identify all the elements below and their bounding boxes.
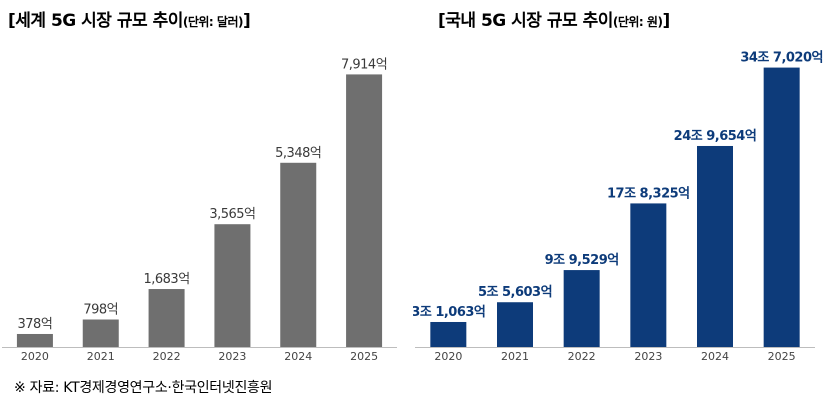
korea-data-label-2025: 34조 7,020억 (740, 51, 823, 66)
korea-data-label-2020: 3조 1,063억 (413, 305, 485, 320)
korea-bar-2025 (763, 67, 800, 347)
korea-tick-label-2022: 2022 (568, 350, 596, 363)
korea-bar-2020 (430, 321, 467, 347)
chart-title-korea: [국내 5G 시장 규모 추이(단위: 원)] (438, 6, 670, 31)
world-data-label-2022: 1,683억 (143, 272, 189, 287)
chart-title-korea-text: [국내 5G 시장 규모 추이 (438, 11, 613, 31)
world-data-label-2025: 7,914억 (341, 57, 387, 72)
source-note: ※ 자료: KT경제경영연구소·한국인터넷진흥원 (14, 380, 273, 396)
world-5g-market-chart: 378억 2020 798억 2021 1,683억 2022 3,565억 2023 5,34… (2, 57, 397, 363)
world-tick-label-2023: 2023 (218, 350, 246, 363)
chart-title-world-close: ] (242, 11, 251, 31)
world-bar-2020 (16, 333, 53, 347)
world-data-label-2021: 798억 (83, 303, 118, 318)
korea-data-label-2021: 5조 5,603억 (478, 285, 552, 300)
world-bar-2025 (346, 74, 383, 347)
korea-tick-label-2021: 2021 (501, 350, 529, 363)
world-tick-label-2020: 2020 (21, 350, 49, 363)
world-bar-2022 (148, 289, 185, 347)
world-tick-label-2024: 2024 (284, 350, 312, 363)
world-tick-label-2025: 2025 (350, 350, 378, 363)
world-bar-2024 (280, 162, 317, 347)
korea-bar-2021 (497, 302, 533, 347)
korea-data-label-2022: 9조 9,529억 (545, 253, 619, 268)
chart-unit-world: (단위: 달러) (182, 15, 244, 29)
world-data-label-2020: 378억 (18, 317, 53, 332)
world-tick-label-2022: 2022 (153, 350, 181, 363)
korea-data-label-2024: 24조 9,654억 (674, 129, 757, 144)
korea-5g-market-chart: 3조 1,063억 2020 5조 5,603억 2021 9조 9,529억 2022 1… (413, 51, 824, 363)
chart-unit-korea: (단위: 원) (612, 15, 663, 29)
korea-tick-label-2025: 2025 (768, 350, 796, 363)
chart-title-world-text: [세계 5G 시장 규모 추이 (8, 11, 183, 31)
korea-bar-2024 (697, 145, 733, 347)
world-data-label-2023: 3,565억 (209, 207, 255, 222)
korea-tick-label-2024: 2024 (701, 350, 729, 363)
world-bar-2023 (214, 224, 251, 347)
korea-bar-2023 (630, 203, 667, 347)
korea-data-label-2023: 17조 8,325억 (607, 186, 690, 201)
korea-tick-label-2023: 2023 (634, 350, 662, 363)
world-bar-2021 (82, 319, 119, 347)
chart-title-world: [세계 5G 시장 규모 추이(단위: 달러)] (8, 6, 251, 31)
world-tick-label-2021: 2021 (87, 350, 115, 363)
korea-tick-label-2020: 2020 (434, 350, 462, 363)
chart-title-korea-close: ] (662, 11, 670, 31)
korea-bar-2022 (563, 270, 600, 347)
world-data-label-2024: 5,348억 (275, 146, 321, 161)
